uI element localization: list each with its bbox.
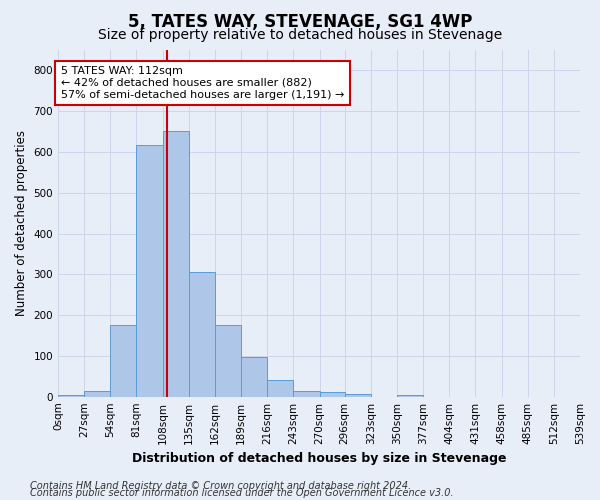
Bar — [84, 392, 110, 396]
Bar — [136, 144, 163, 396]
Bar — [58, 394, 84, 396]
Text: 5, TATES WAY, STEVENAGE, SG1 4WP: 5, TATES WAY, STEVENAGE, SG1 4WP — [128, 12, 472, 30]
Bar — [241, 357, 267, 397]
Text: Size of property relative to detached houses in Stevenage: Size of property relative to detached ho… — [98, 28, 502, 42]
Text: Contains public sector information licensed under the Open Government Licence v3: Contains public sector information licen… — [30, 488, 454, 498]
Bar — [267, 380, 293, 396]
Y-axis label: Number of detached properties: Number of detached properties — [15, 130, 28, 316]
Text: 5 TATES WAY: 112sqm
← 42% of detached houses are smaller (882)
57% of semi-detac: 5 TATES WAY: 112sqm ← 42% of detached ho… — [61, 66, 344, 100]
Bar — [293, 391, 320, 396]
Text: Contains HM Land Registry data © Crown copyright and database right 2024.: Contains HM Land Registry data © Crown c… — [30, 481, 411, 491]
Bar — [320, 392, 344, 396]
Bar — [189, 272, 215, 396]
Bar — [344, 394, 371, 396]
Bar — [215, 326, 241, 396]
Bar — [163, 131, 189, 396]
X-axis label: Distribution of detached houses by size in Stevenage: Distribution of detached houses by size … — [132, 452, 506, 465]
Bar — [397, 394, 423, 396]
Bar — [110, 326, 136, 396]
